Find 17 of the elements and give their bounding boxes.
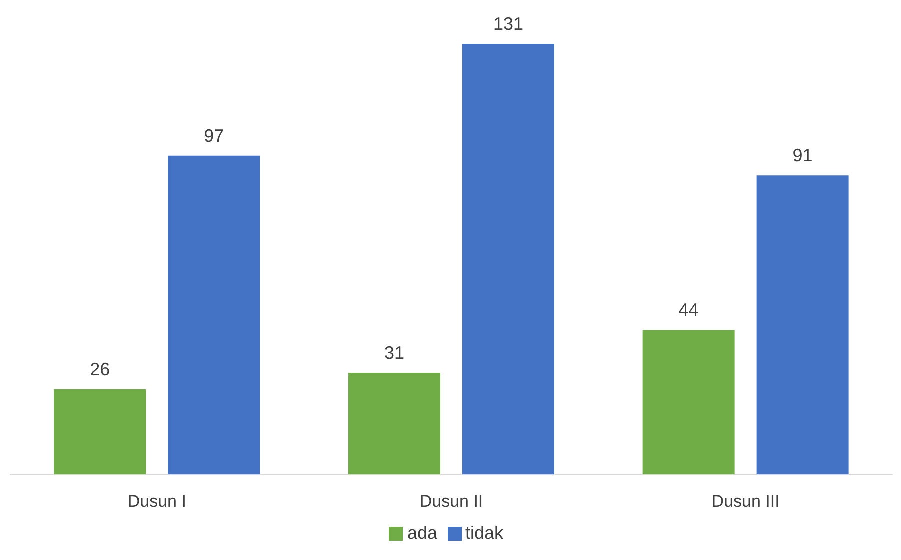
data-label: 131 — [493, 14, 524, 34]
data-label: 44 — [678, 300, 699, 320]
bar — [756, 176, 849, 475]
data-label: 26 — [90, 359, 110, 380]
x-tick-label: Dusun II — [420, 492, 484, 512]
bar — [348, 373, 440, 475]
bar — [54, 389, 146, 475]
x-tick-label: Dusun I — [128, 492, 186, 512]
legend-label: tidak — [466, 523, 504, 543]
bar — [462, 44, 554, 475]
x-tick-label: Dusun III — [712, 492, 780, 512]
data-label: 91 — [792, 146, 813, 166]
bar — [168, 156, 260, 475]
data-label: 31 — [384, 343, 404, 364]
bar — [642, 330, 735, 475]
data-label: 97 — [204, 126, 224, 146]
legend-label: ada — [407, 523, 438, 543]
